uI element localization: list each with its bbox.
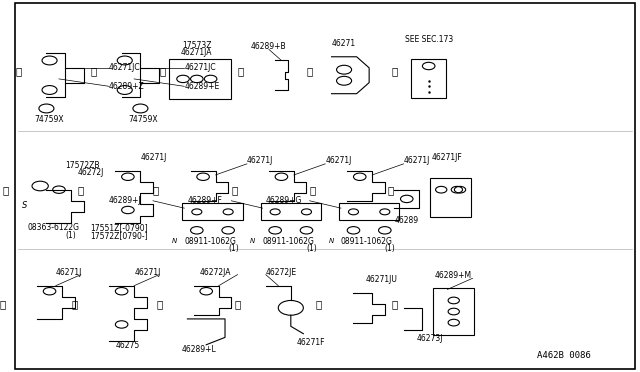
Text: ⓝ: ⓝ — [72, 299, 77, 309]
Text: 08911-1062G: 08911-1062G — [184, 237, 236, 246]
Text: (1): (1) — [228, 244, 239, 253]
Text: ⓘ: ⓘ — [153, 185, 159, 195]
Text: 46271: 46271 — [332, 39, 356, 48]
Text: 17572ZB: 17572ZB — [65, 161, 100, 170]
Text: ⓑ: ⓑ — [90, 67, 97, 77]
Text: 46275: 46275 — [115, 341, 140, 350]
Text: ⓡ: ⓡ — [391, 299, 397, 309]
Text: ⓕ: ⓕ — [391, 67, 397, 77]
Text: ⓞ: ⓞ — [156, 299, 163, 309]
FancyBboxPatch shape — [182, 203, 243, 220]
Text: 08911-1062G: 08911-1062G — [262, 237, 314, 246]
Text: ⓚ: ⓚ — [310, 185, 316, 195]
Text: SEE SEC.173: SEE SEC.173 — [404, 35, 453, 44]
FancyBboxPatch shape — [430, 177, 471, 217]
Text: ⓐ: ⓐ — [15, 67, 21, 77]
Text: 46289+G: 46289+G — [266, 196, 302, 205]
Text: ⓖ: ⓖ — [3, 185, 9, 195]
Text: A462B 0086: A462B 0086 — [536, 350, 590, 359]
Text: (1): (1) — [307, 244, 317, 253]
Text: (1): (1) — [65, 231, 76, 240]
Text: 46272JE: 46272JE — [266, 267, 297, 277]
Text: ⓔ: ⓔ — [307, 67, 313, 77]
Text: ⓛ: ⓛ — [388, 185, 394, 195]
Text: 46289+J: 46289+J — [109, 196, 142, 205]
Text: 46271J: 46271J — [140, 153, 167, 162]
Text: ⓟ: ⓟ — [234, 299, 241, 309]
Text: 46289+L: 46289+L — [181, 345, 216, 354]
FancyBboxPatch shape — [260, 203, 321, 220]
Text: 74759X: 74759X — [34, 115, 63, 124]
Text: 46271JF: 46271JF — [432, 153, 463, 162]
Text: 46289+E: 46289+E — [184, 82, 220, 91]
Text: ⓗ: ⓗ — [78, 185, 84, 195]
Text: (1): (1) — [385, 244, 396, 253]
Text: 46289+M: 46289+M — [435, 271, 472, 280]
Text: 46271J: 46271J — [56, 267, 82, 277]
Text: 17573Z: 17573Z — [182, 41, 212, 49]
Text: 46271JC: 46271JC — [109, 63, 141, 72]
FancyBboxPatch shape — [339, 203, 399, 220]
Text: N: N — [328, 238, 333, 244]
Text: 46271J: 46271J — [247, 155, 273, 165]
Text: 46271J: 46271J — [134, 267, 161, 277]
Text: 08911-1062G: 08911-1062G — [341, 237, 393, 246]
Text: 46289+F: 46289+F — [188, 196, 222, 205]
Text: 46271JA: 46271JA — [181, 48, 212, 57]
Text: 46289+Z: 46289+Z — [109, 82, 145, 91]
Text: N: N — [172, 238, 177, 244]
Text: N: N — [250, 238, 255, 244]
FancyBboxPatch shape — [168, 59, 231, 99]
Text: 46272J: 46272J — [77, 168, 104, 177]
Text: 74759X: 74759X — [128, 115, 157, 124]
Text: ⓜ: ⓜ — [0, 299, 6, 309]
Text: 17551Z[-0790]: 17551Z[-0790] — [90, 223, 148, 232]
Text: 46271JU: 46271JU — [366, 275, 398, 284]
FancyBboxPatch shape — [411, 60, 446, 99]
Text: 46271J: 46271J — [404, 155, 430, 165]
FancyBboxPatch shape — [433, 288, 474, 335]
Text: 46273J: 46273J — [416, 334, 443, 343]
Text: S: S — [22, 201, 27, 210]
Text: ⓠ: ⓠ — [316, 299, 322, 309]
Text: ⓒ: ⓒ — [159, 67, 166, 77]
Text: 08363-6122G: 08363-6122G — [28, 223, 79, 232]
Text: 46271F: 46271F — [297, 338, 326, 347]
Text: ⓓ: ⓓ — [237, 67, 244, 77]
Text: 46289+B: 46289+B — [251, 42, 287, 51]
Text: 46271JC: 46271JC — [184, 63, 216, 72]
Text: 46271J: 46271J — [325, 155, 351, 165]
Text: ⓙ: ⓙ — [231, 185, 237, 195]
Text: 46289: 46289 — [394, 216, 419, 225]
Text: 46272JA: 46272JA — [200, 267, 232, 277]
Text: 17572Z[0790-]: 17572Z[0790-] — [90, 231, 148, 240]
